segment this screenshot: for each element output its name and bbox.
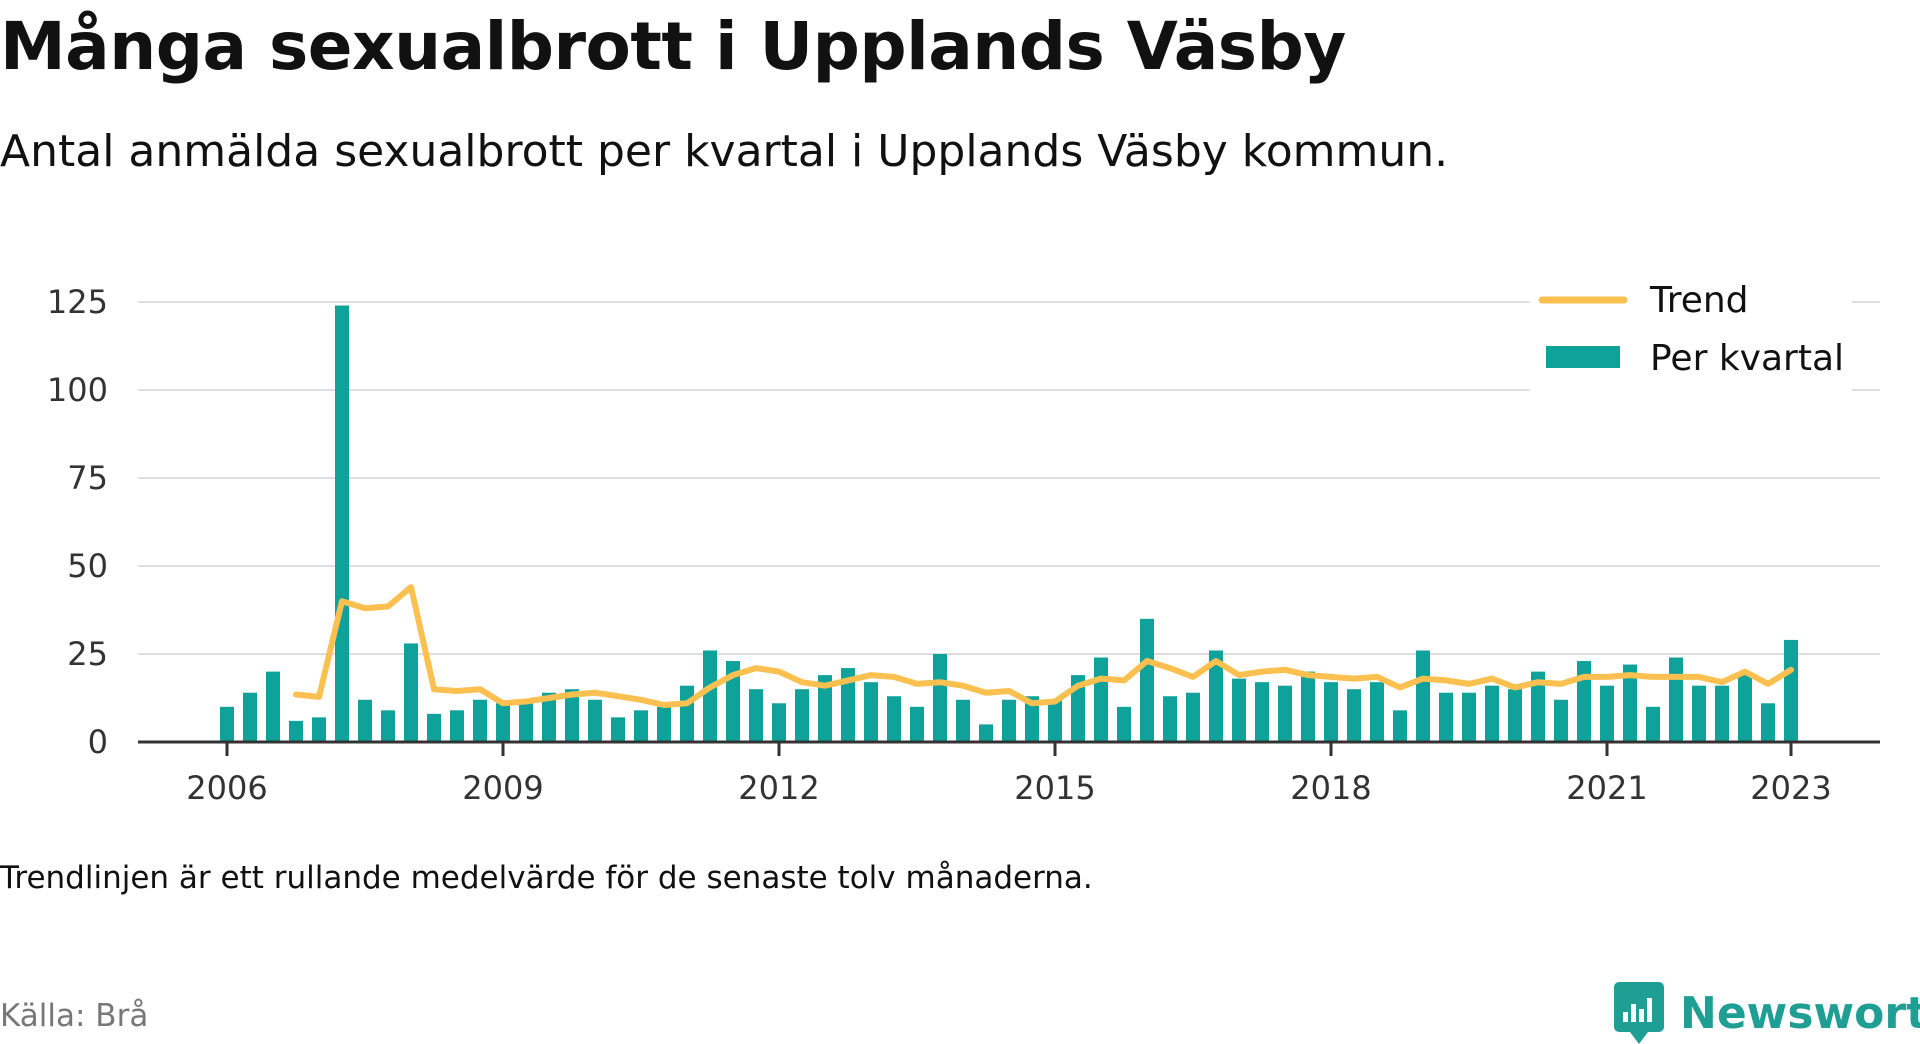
bar-q24 bbox=[749, 689, 763, 742]
footnote: Trendlinjen är ett rullande medelvärde f… bbox=[0, 860, 1093, 896]
bar-q68 bbox=[1761, 703, 1775, 742]
bar-q23 bbox=[726, 661, 740, 742]
bar-q34 bbox=[979, 724, 993, 742]
x-tick-label-2012: 2012 bbox=[738, 769, 819, 807]
bar-q41 bbox=[1140, 618, 1154, 742]
bar-q52 bbox=[1393, 710, 1407, 742]
legend: Trend Per kvartal bbox=[1530, 280, 1852, 430]
y-tick-label-100: 100 bbox=[47, 371, 108, 409]
trend-line-layer bbox=[293, 584, 1794, 708]
bar-q19 bbox=[634, 710, 648, 742]
bar-q4 bbox=[289, 720, 303, 742]
bar-q17 bbox=[588, 699, 602, 742]
bar-q69 bbox=[1784, 639, 1798, 742]
bar-q18 bbox=[611, 717, 625, 742]
gridlines: 0 25 50 75 100 125 bbox=[47, 283, 1880, 761]
bar-q51 bbox=[1370, 682, 1384, 742]
y-tick-label-75: 75 bbox=[67, 459, 108, 497]
y-tick-label-0: 0 bbox=[88, 723, 108, 761]
y-tick-label-25: 25 bbox=[67, 635, 108, 673]
axes: 2006 2009 2012 2015 2018 2021 2023 bbox=[138, 740, 1880, 807]
x-tick-label-2015: 2015 bbox=[1014, 769, 1095, 807]
bar-q10 bbox=[427, 713, 441, 742]
bar-q27 bbox=[818, 675, 832, 742]
newsworthy-logo-icon bbox=[1614, 982, 1664, 1044]
bars bbox=[220, 305, 1798, 742]
bar-q65 bbox=[1692, 685, 1706, 742]
bar-q37 bbox=[1048, 699, 1062, 742]
bar-q44 bbox=[1209, 650, 1223, 742]
bar-q60 bbox=[1577, 661, 1591, 742]
bar-q40 bbox=[1117, 706, 1131, 742]
bar-q26 bbox=[795, 689, 809, 742]
bar-q36 bbox=[1025, 696, 1039, 742]
bar-q8 bbox=[381, 710, 395, 742]
legend-bar-label: Per kvartal bbox=[1650, 338, 1844, 379]
bar-q25 bbox=[772, 703, 786, 742]
bar-q59 bbox=[1554, 699, 1568, 742]
bar-q64 bbox=[1669, 657, 1683, 742]
bar-q61 bbox=[1600, 685, 1614, 742]
x-tick-label-2009: 2009 bbox=[462, 769, 543, 807]
bar-q7 bbox=[358, 699, 372, 742]
bar-q21 bbox=[680, 685, 694, 742]
bar-q46 bbox=[1255, 682, 1269, 742]
bar-q56 bbox=[1485, 685, 1499, 742]
trend-line-segment-1 bbox=[293, 584, 1794, 708]
brand-logo: Newsworthy bbox=[1614, 982, 1920, 1044]
bar-q50 bbox=[1347, 689, 1361, 742]
bar-q48 bbox=[1301, 671, 1315, 742]
bar-q28 bbox=[841, 668, 855, 742]
x-tick-label-2021: 2021 bbox=[1566, 769, 1647, 807]
bar-q54 bbox=[1439, 692, 1453, 742]
legend-bar-swatch bbox=[1546, 346, 1620, 368]
bar-q35 bbox=[1002, 699, 1016, 742]
bar-q57 bbox=[1508, 689, 1522, 742]
bar-q15 bbox=[542, 692, 556, 742]
bar-q58 bbox=[1531, 671, 1545, 742]
bar-q38 bbox=[1071, 675, 1085, 742]
bar-q32 bbox=[933, 654, 947, 742]
bar-q14 bbox=[519, 703, 533, 742]
x-tick-label-2023: 2023 bbox=[1750, 769, 1831, 807]
bar-q55 bbox=[1462, 692, 1476, 742]
bar-q47 bbox=[1278, 685, 1292, 742]
bar-q11 bbox=[450, 710, 464, 742]
bar-q30 bbox=[887, 696, 901, 742]
bar-q1 bbox=[220, 706, 234, 742]
bar-q13 bbox=[496, 703, 510, 742]
bar-q42 bbox=[1163, 696, 1177, 742]
bar-q9 bbox=[404, 643, 418, 742]
bar-q43 bbox=[1186, 692, 1200, 742]
bar-q20 bbox=[657, 706, 671, 742]
bar-q53 bbox=[1416, 650, 1430, 742]
bar-q39 bbox=[1094, 657, 1108, 742]
bar-q2 bbox=[243, 692, 257, 742]
bar-q6 bbox=[335, 305, 349, 742]
bar-q62 bbox=[1623, 664, 1637, 742]
bar-q31 bbox=[910, 706, 924, 742]
x-tick-label-2006: 2006 bbox=[186, 769, 267, 807]
bar-q29 bbox=[864, 682, 878, 742]
bar-q33 bbox=[956, 699, 970, 742]
bar-q63 bbox=[1646, 706, 1660, 742]
legend-trend-label: Trend bbox=[1649, 280, 1749, 321]
bar-q12 bbox=[473, 699, 487, 742]
chart-title: Många sexualbrott i Upplands Väsby bbox=[0, 8, 1346, 85]
x-tick-label-2018: 2018 bbox=[1290, 769, 1371, 807]
bar-q22 bbox=[703, 650, 717, 742]
bar-q66 bbox=[1715, 685, 1729, 742]
chart-subtitle: Antal anmälda sexualbrott per kvartal i … bbox=[0, 126, 1449, 177]
brand-name: Newsworthy bbox=[1680, 987, 1920, 1039]
bar-q45 bbox=[1232, 678, 1246, 742]
bar-q16 bbox=[565, 689, 579, 742]
bar-q67 bbox=[1738, 675, 1752, 742]
bar-q3 bbox=[266, 671, 280, 742]
y-tick-label-50: 50 bbox=[67, 547, 108, 585]
bar-q5 bbox=[312, 717, 326, 742]
bar-q49 bbox=[1324, 682, 1338, 742]
source-label: Källa: Brå bbox=[0, 998, 149, 1034]
y-tick-label-125: 125 bbox=[47, 283, 108, 321]
